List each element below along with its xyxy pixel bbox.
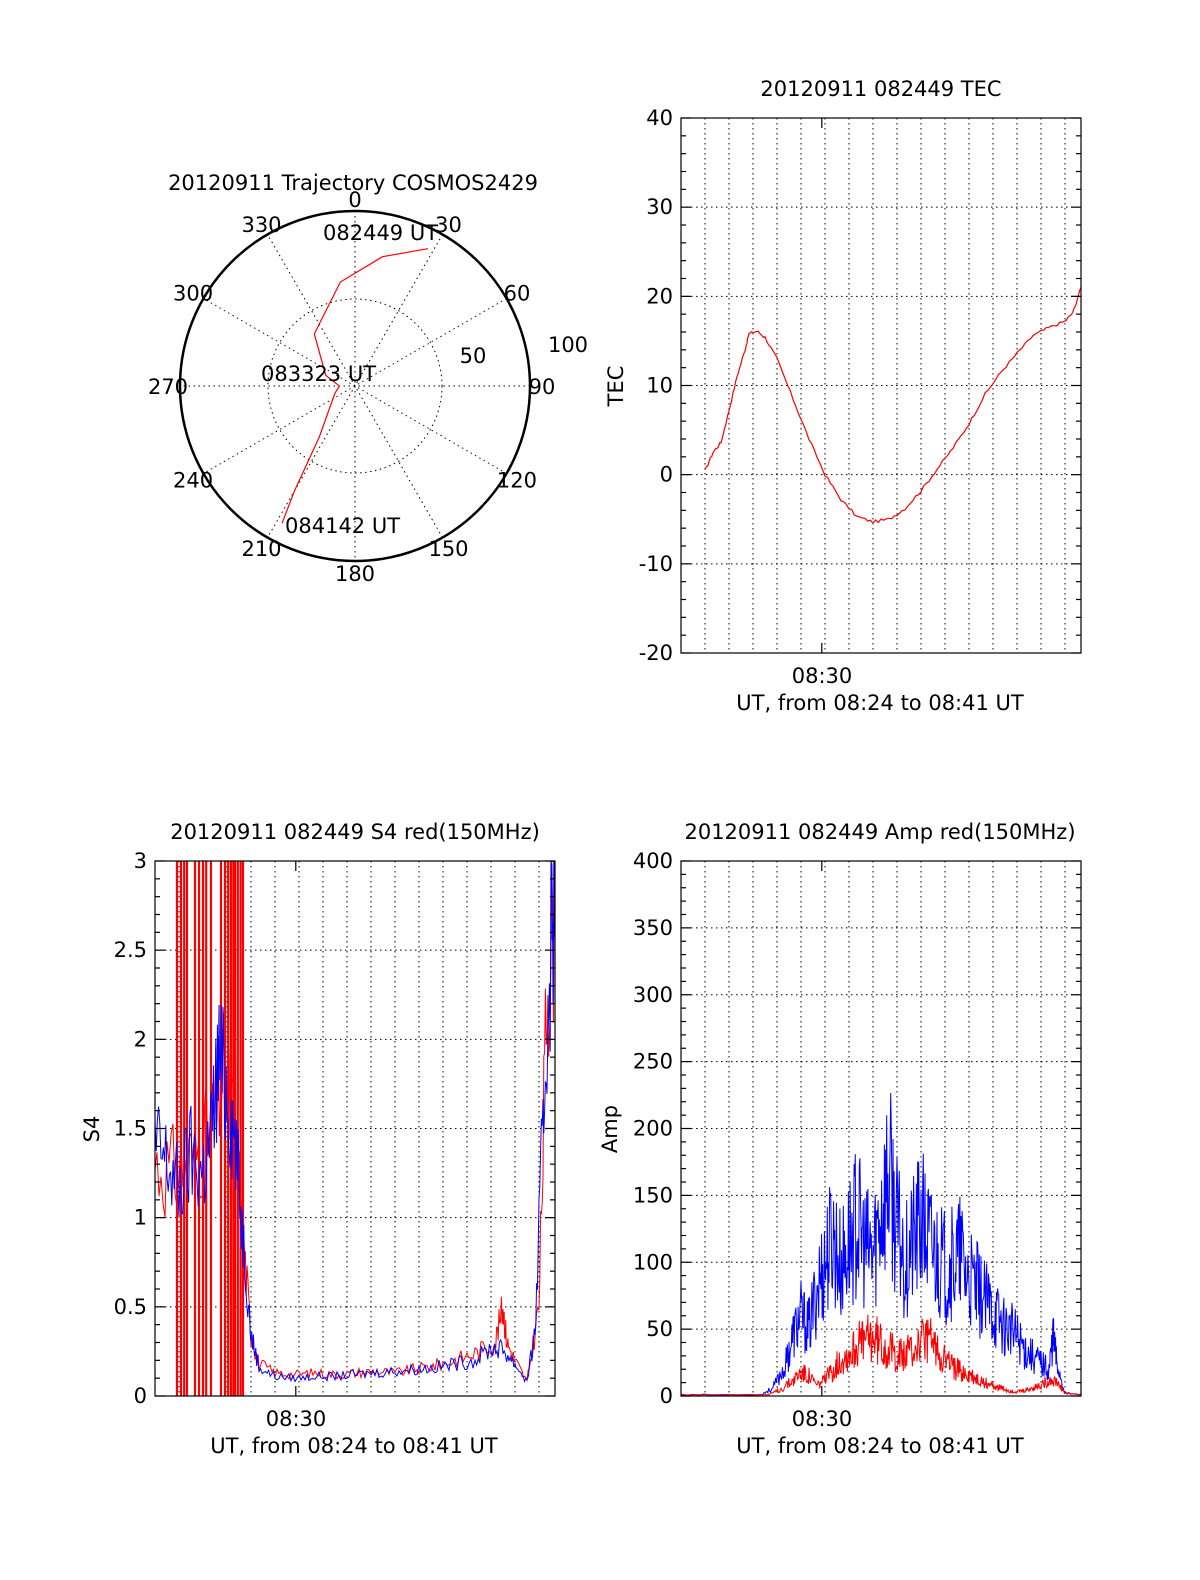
amp-series	[680, 1092, 1082, 1396]
azimuth-label: 60	[504, 282, 531, 306]
ytick-label: 2	[134, 1027, 147, 1051]
tec-ticks: -20 -10 0 10 20 30 40	[639, 106, 1081, 665]
ytick-label: 400	[633, 849, 673, 873]
polar-title: 20120911 Trajectory COSMOS2429	[168, 171, 538, 195]
s4-ylabel: S4	[80, 1116, 104, 1143]
s4-xtick-label: 08:30	[266, 1407, 327, 1431]
azimuth-label: 300	[173, 282, 213, 306]
s4-title: 20120911 082449 S4 red(150MHz)	[170, 820, 540, 844]
s4-ticks: 0 0.5 1 1.5 2 2.5 3	[114, 849, 555, 1408]
red-series-line	[680, 1314, 1082, 1396]
s4-series	[154, 860, 556, 1384]
polar-plot: 20120911 Trajectory COSMOS2429 0 30 60 90 12…	[148, 171, 588, 586]
ytick-label: -20	[639, 641, 673, 665]
amp-ticks: 0 50 100 150 200 250 300 350 400	[633, 849, 1081, 1408]
azimuth-label: 90	[529, 375, 556, 399]
trajectory-mid-label: 083323 UT	[261, 362, 376, 386]
ytick-label: 0	[660, 463, 673, 487]
azimuth-label: 180	[335, 562, 375, 586]
ring-label-100: 100	[548, 333, 588, 357]
trajectory-end-label: 084142 UT	[285, 514, 400, 538]
tec-xlabel: UT, from 08:24 to 08:41 UT	[736, 691, 1024, 715]
ytick-label: 10	[646, 374, 673, 398]
amp-chart: 20120911 082449 Amp red(150MHz) 0 50 100 15…	[598, 820, 1082, 1458]
azimuth-labels: 0 30 60 90 120 150 180 210 240 270 300 330	[148, 188, 555, 586]
azimuth-label: 120	[497, 469, 537, 493]
tec-series	[704, 287, 1082, 524]
red-series-line	[154, 860, 556, 1383]
ytick-label: 1	[134, 1206, 147, 1230]
blue-series-line	[154, 860, 556, 1384]
ytick-label: 200	[633, 1117, 673, 1141]
amp-xtick-label: 08:30	[792, 1407, 853, 1431]
ytick-label: 3	[134, 849, 147, 873]
ring-label-50: 50	[460, 344, 487, 368]
azimuth-label: 150	[428, 537, 468, 561]
amp-title: 20120911 082449 Amp red(150MHz)	[684, 820, 1075, 844]
azimuth-label: 240	[173, 469, 213, 493]
ytick-label: 0.5	[114, 1295, 147, 1319]
ytick-label: 250	[633, 1050, 673, 1074]
ytick-label: 50	[646, 1317, 673, 1341]
tec-title: 20120911 082449 TEC	[760, 77, 1001, 101]
polar-spoke	[267, 234, 443, 538]
tec-xtick-label: 08:30	[792, 664, 853, 688]
azimuth-label: 30	[435, 213, 462, 237]
ytick-label: 150	[633, 1183, 673, 1207]
amp-ylabel: Amp	[598, 1105, 622, 1153]
s4-grid	[155, 861, 555, 1396]
polar-spokes	[180, 211, 530, 561]
azimuth-label: 0	[348, 188, 361, 212]
amp-xlabel: UT, from 08:24 to 08:41 UT	[736, 1434, 1024, 1458]
azimuth-label: 330	[241, 213, 281, 237]
ytick-label: 300	[633, 983, 673, 1007]
s4-chart: 20120911 082449 S4 red(150MHz) 0 0.5 1 1.5 2…	[80, 820, 556, 1458]
ytick-label: 20	[646, 284, 673, 308]
ytick-label: 350	[633, 916, 673, 940]
tec-grid	[681, 118, 1081, 653]
ytick-label: 1.5	[114, 1117, 147, 1141]
polar-inner-ring	[267, 298, 443, 474]
ytick-label: -10	[639, 552, 673, 576]
blue-series-line	[680, 1092, 1082, 1396]
trajectory-start-label: 082449 UT	[323, 221, 438, 245]
red-series-line	[704, 287, 1082, 524]
tec-ylabel: TEC	[604, 366, 628, 408]
amp-grid	[681, 861, 1081, 1396]
ytick-label: 40	[646, 106, 673, 130]
ytick-label: 30	[646, 195, 673, 219]
ytick-label: 0	[660, 1384, 673, 1408]
s4-xlabel: UT, from 08:24 to 08:41 UT	[210, 1434, 498, 1458]
azimuth-label: 270	[148, 375, 188, 399]
ytick-label: 2.5	[114, 938, 147, 962]
ytick-label: 100	[633, 1250, 673, 1274]
azimuth-label: 210	[241, 537, 281, 561]
ytick-label: 0	[134, 1384, 147, 1408]
trajectory-line	[281, 248, 429, 524]
